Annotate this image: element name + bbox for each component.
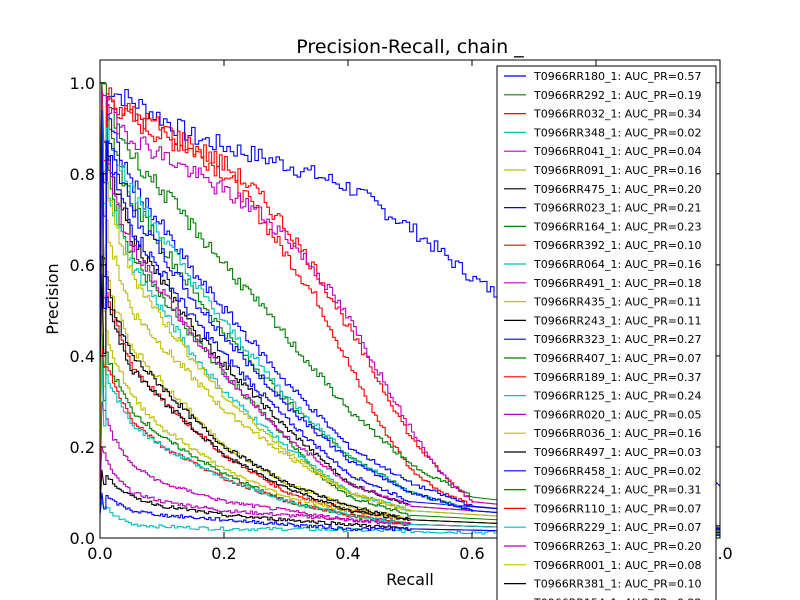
y-tick-label: 0.6 [70,256,95,275]
series-line [100,273,411,520]
legend-entry: T0966RR348_1: AUC_PR=0.02 [533,126,701,139]
legend-entry: T0966RR491_1: AUC_PR=0.18 [533,277,701,290]
y-tick-label: 0.0 [70,529,95,548]
series-line [100,137,411,506]
x-axis-label: Recall [386,570,434,589]
series-line [100,355,411,526]
series-line [100,91,473,507]
legend-entry: T0966RR381_1: AUC_PR=0.10 [533,578,701,591]
series-line [100,501,535,536]
legend: T0966RR180_1: AUC_PR=0.57 T0966RR292_1: A… [496,65,717,600]
legend-entry: T0966RR154_1: AUC_PR=0.22 [533,596,701,600]
legend-entry: T0966RR023_1: AUC_PR=0.21 [533,202,701,215]
series-line [100,81,473,498]
legend-entry: T0966RR036_1: AUC_PR=0.16 [533,427,701,440]
series-line [100,119,411,503]
series-line [100,469,411,531]
y-tick-label: 1.0 [70,74,95,93]
series-line [100,492,411,532]
series-line [100,128,411,517]
legend-entry: T0966RR475_1: AUC_PR=0.20 [533,183,701,196]
x-tick-label: 0.0 [87,544,112,563]
series-line [100,333,411,526]
legend-entry: T0966RR435_1: AUC_PR=0.11 [533,296,701,309]
legend-entry: T0966RR110_1: AUC_PR=0.07 [533,502,701,515]
y-axis-label: Precision [43,263,62,334]
series-line [100,110,473,512]
legend-entry: T0966RR020_1: AUC_PR=0.05 [533,408,701,421]
x-tick-label: 0.6 [459,544,484,563]
series-line [100,255,411,522]
plot-frame [99,59,721,539]
legend-entry: T0966RR243_1: AUC_PR=0.11 [533,314,701,327]
legend-entry: T0966RR407_1: AUC_PR=0.07 [533,352,701,365]
legend-entry: T0966RR392_1: AUC_PR=0.10 [533,239,701,252]
legend-entry: T0966RR224_1: AUC_PR=0.31 [533,484,701,497]
legend-entry: T0966RR164_1: AUC_PR=0.23 [533,220,701,233]
legend-box [496,65,717,600]
series-line [100,401,411,526]
series-line [100,155,411,512]
series-line [100,82,473,503]
chart-title: Precision-Recall, chain _ [296,36,524,58]
x-tick-label: 0.2 [211,544,236,563]
y-tick-label: 0.2 [70,438,95,457]
legend-entry: T0966RR001_1: AUC_PR=0.08 [533,559,701,572]
y-axis: 0.0 0.2 0.4 0.6 0.8 1.0 [70,74,720,548]
legend-entry: T0966RR292_1: AUC_PR=0.19 [533,89,701,102]
legend-entry: T0966RR125_1: AUC_PR=0.24 [533,390,701,403]
legend-entry: T0966RR323_1: AUC_PR=0.27 [533,333,701,346]
legend-entry: T0966RR041_1: AUC_PR=0.04 [533,145,701,158]
x-tick-label: 0.4 [335,544,360,563]
legend-entry: T0966RR032_1: AUC_PR=0.34 [533,108,701,121]
y-tick-label: 0.4 [70,347,95,366]
legend-entry: T0966RR064_1: AUC_PR=0.16 [533,258,701,271]
legend-entry: T0966RR180_1: AUC_PR=0.57 [533,70,701,83]
legend-entry: T0966RR497_1: AUC_PR=0.03 [533,446,701,459]
y-tick-label: 0.8 [70,165,95,184]
legend-entry: T0966RR458_1: AUC_PR=0.02 [533,465,701,478]
legend-entry: T0966RR091_1: AUC_PR=0.16 [533,164,701,177]
series-line [100,91,473,501]
legend-entry: T0966RR229_1: AUC_PR=0.07 [533,521,701,534]
legend-entry: T0966RR189_1: AUC_PR=0.37 [533,371,701,384]
legend-entry: T0966RR263_1: AUC_PR=0.20 [533,540,701,553]
